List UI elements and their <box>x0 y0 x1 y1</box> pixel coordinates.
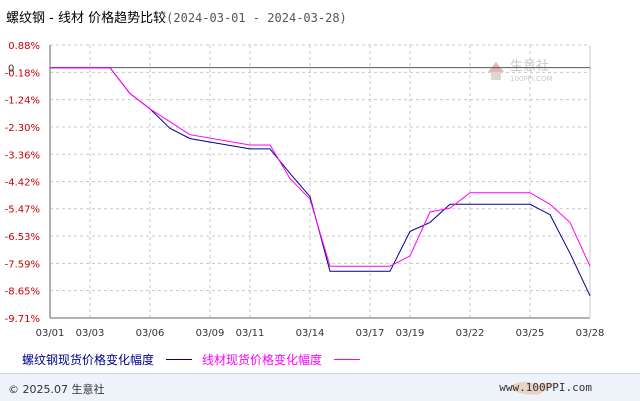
y-tick-label: -9.71% <box>5 314 40 325</box>
y-tick-label: -0.18% <box>5 68 40 79</box>
series-lines <box>50 67 591 297</box>
y-tick-label: -1.24% <box>5 96 40 107</box>
footer-copyright: © 2025.07 生意社 <box>8 383 105 396</box>
chart-legend: 螺纹钢现货价格变化幅度 线材现货价格变化幅度 <box>22 351 370 368</box>
y-tick-label: -4.42% <box>5 178 40 189</box>
y-tick-label: -2.30% <box>5 123 40 134</box>
y-tick-label: -5.47% <box>5 205 40 216</box>
watermark-brand: 生意社 <box>510 58 549 74</box>
x-tick-label: 03/03 <box>76 328 105 339</box>
y-tick-label: -3.36% <box>5 150 40 161</box>
legend-swatch-wire <box>334 359 361 360</box>
footer-bar: © 2025.07 生意社 www.100PPI.com <box>0 373 640 401</box>
x-tick-label: 03/09 <box>196 328 225 339</box>
x-tick-label: 03/01 <box>36 328 65 339</box>
title-separator: - <box>45 11 58 26</box>
watermark-logo: 生意社 100PPI.COM <box>488 58 553 83</box>
watermark-house-icon <box>491 72 501 80</box>
legend-label-rebar: 螺纹钢现货价格变化幅度 <box>22 353 155 367</box>
price-trend-chart: 生意社 100PPI.COM 0.88% -0.18% -1.24% -2.30% -3… <box>5 41 605 339</box>
watermark-url: 100PPI.COM <box>510 75 553 83</box>
x-tick-labels: 03/01 03/03 03/06 03/09 03/11 03/14 03/17 03/19… <box>36 328 605 339</box>
series-line-wire <box>50 67 591 267</box>
title-date-range: (2024-03-01 - 2024-03-28) <box>166 11 347 25</box>
x-tick-label: 03/22 <box>456 328 485 339</box>
title-topic: 价格趋势比较 <box>88 11 167 26</box>
x-tick-label: 03/25 <box>516 328 545 339</box>
title-subject: 线材 <box>57 11 84 26</box>
zero-marker: 0 <box>8 64 14 75</box>
chart-axes <box>49 45 591 319</box>
x-tick-label: 03/06 <box>136 328 165 339</box>
title-product: 螺纹钢 <box>6 11 46 26</box>
y-tick-label: -7.59% <box>5 259 40 270</box>
y-tick-label: -6.53% <box>5 232 40 243</box>
watermark-roof-icon <box>488 62 504 72</box>
footer-site-link[interactable]: www.100PPI.com <box>499 381 592 394</box>
legend-label-wire: 线材现货价格变化幅度 <box>202 353 323 367</box>
x-tick-label: 03/11 <box>236 328 265 339</box>
bird-logo-icon <box>508 381 558 395</box>
y-tick-label: 0.88% <box>8 41 40 52</box>
chart-title: 螺纹钢 - 线材 价格趋势比较(2024-03-01 - 2024-03-28) <box>6 7 347 26</box>
x-tick-label: 03/28 <box>576 328 605 339</box>
x-tick-label: 03/17 <box>356 328 385 339</box>
legend-item-rebar: 螺纹钢现货价格变化幅度 <box>22 351 202 368</box>
x-tick-label: 03/19 <box>396 328 425 339</box>
legend-swatch-rebar <box>166 359 193 360</box>
x-tick-label: 03/14 <box>296 328 325 339</box>
y-tick-labels: 0.88% -0.18% -1.24% -2.30% -3.36% -4.42% -5.47… <box>5 41 40 325</box>
y-tick-label: -8.65% <box>5 287 40 298</box>
legend-item-wire: 线材现货价格变化幅度 <box>202 351 370 368</box>
grid-lines <box>49 44 591 319</box>
